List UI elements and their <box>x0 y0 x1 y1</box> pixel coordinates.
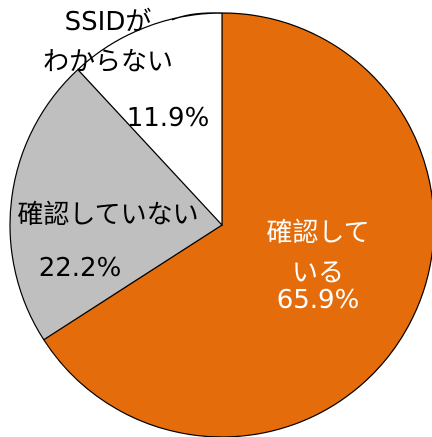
category-label: 確認していない <box>17 200 199 230</box>
value-label: 65.9% <box>276 285 360 315</box>
pie-slice <box>9 68 223 341</box>
value-label: 11.9% <box>126 103 210 133</box>
leader-line <box>171 12 222 21</box>
category-label: SSIDが わからない <box>42 7 174 77</box>
value-label: 22.2% <box>38 253 122 283</box>
pie-slice <box>42 12 432 437</box>
category-label: 確認している <box>266 218 370 288</box>
